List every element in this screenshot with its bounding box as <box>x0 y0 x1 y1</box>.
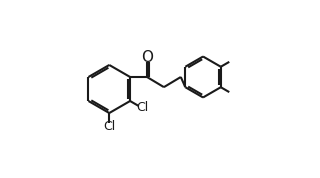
Text: Cl: Cl <box>136 101 148 114</box>
Text: O: O <box>141 50 153 65</box>
Text: Cl: Cl <box>103 120 116 133</box>
